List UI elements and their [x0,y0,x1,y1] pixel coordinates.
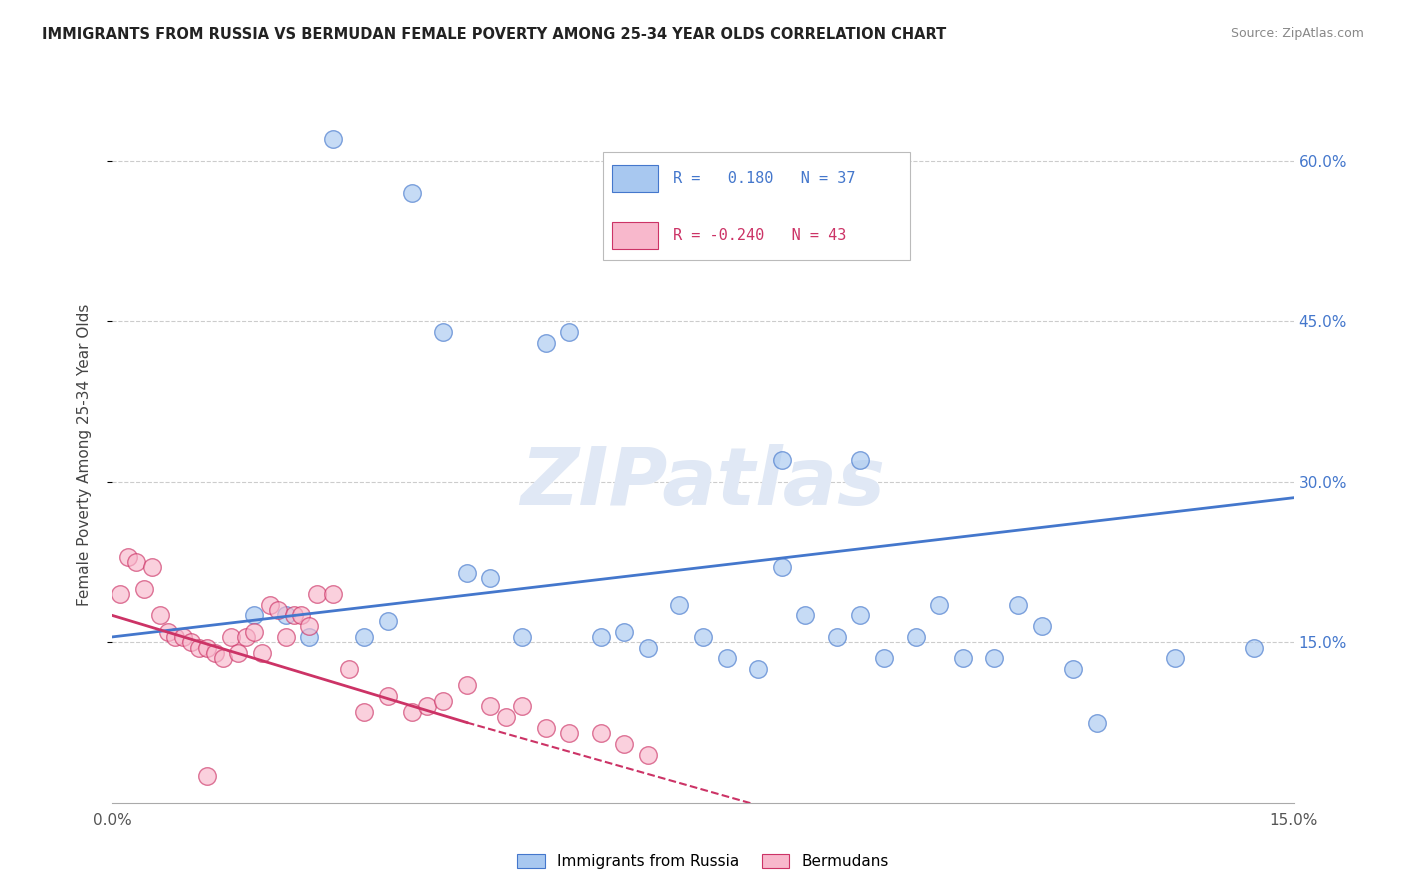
Point [353,705,375,719]
Point [290,608,312,623]
Point [204,646,226,660]
Point [1243,640,1265,655]
Point [794,608,817,623]
Point [401,186,423,200]
Point [1085,715,1108,730]
Point [235,630,257,644]
Point [298,630,321,644]
Point [377,614,399,628]
Point [298,619,321,633]
Point [613,624,636,639]
Point [149,608,172,623]
Point [211,651,233,665]
Point [228,646,250,660]
Point [188,640,211,655]
Point [274,608,297,623]
Point [873,651,896,665]
Point [849,608,872,623]
Point [172,630,194,644]
Point [180,635,202,649]
Point [479,571,502,585]
Point [432,325,454,339]
Point [195,640,218,655]
Point [456,678,478,692]
Point [534,721,557,735]
Point [322,132,344,146]
Point [322,587,344,601]
Point [692,630,714,644]
Point [1007,598,1029,612]
Point [770,560,793,574]
Point [307,587,329,601]
Legend: Immigrants from Russia, Bermudans: Immigrants from Russia, Bermudans [510,848,896,875]
Point [1031,619,1053,633]
Point [904,630,927,644]
Point [432,694,454,708]
Point [983,651,1005,665]
Point [589,726,612,740]
Point [613,737,636,751]
Point [337,662,360,676]
Point [219,630,242,644]
Point [825,630,848,644]
Point [637,747,659,762]
Point [637,640,659,655]
Point [1062,662,1084,676]
Point [377,689,399,703]
Text: R =   0.180   N = 37: R = 0.180 N = 37 [673,171,856,186]
Point [250,646,273,660]
Point [952,651,974,665]
Text: ZIPatlas: ZIPatlas [520,443,886,522]
Point [156,624,179,639]
Point [1164,651,1187,665]
Text: IMMIGRANTS FROM RUSSIA VS BERMUDAN FEMALE POVERTY AMONG 25-34 YEAR OLDS CORRELAT: IMMIGRANTS FROM RUSSIA VS BERMUDAN FEMAL… [42,27,946,42]
Point [125,555,148,569]
Point [243,608,266,623]
Point [195,769,218,783]
Point [243,624,266,639]
FancyBboxPatch shape [603,153,910,260]
Point [495,710,517,724]
Point [510,699,533,714]
Point [141,560,163,574]
Y-axis label: Female Poverty Among 25-34 Year Olds: Female Poverty Among 25-34 Year Olds [77,304,91,606]
Point [283,608,305,623]
Point [165,630,187,644]
Point [416,699,439,714]
Point [401,705,423,719]
Point [274,630,297,644]
Point [558,325,581,339]
Point [770,453,793,467]
Point [928,598,950,612]
Point [589,630,612,644]
Point [117,549,139,564]
Point [668,598,690,612]
Point [558,726,581,740]
Point [259,598,281,612]
Point [716,651,738,665]
Text: R = -0.240   N = 43: R = -0.240 N = 43 [673,228,846,243]
Point [456,566,478,580]
Point [479,699,502,714]
FancyBboxPatch shape [612,222,658,249]
Point [849,453,872,467]
Point [132,582,155,596]
Point [747,662,769,676]
Point [534,335,557,350]
FancyBboxPatch shape [612,165,658,192]
Text: Source: ZipAtlas.com: Source: ZipAtlas.com [1230,27,1364,40]
Point [510,630,533,644]
Point [353,630,375,644]
Point [267,603,290,617]
Point [110,587,132,601]
